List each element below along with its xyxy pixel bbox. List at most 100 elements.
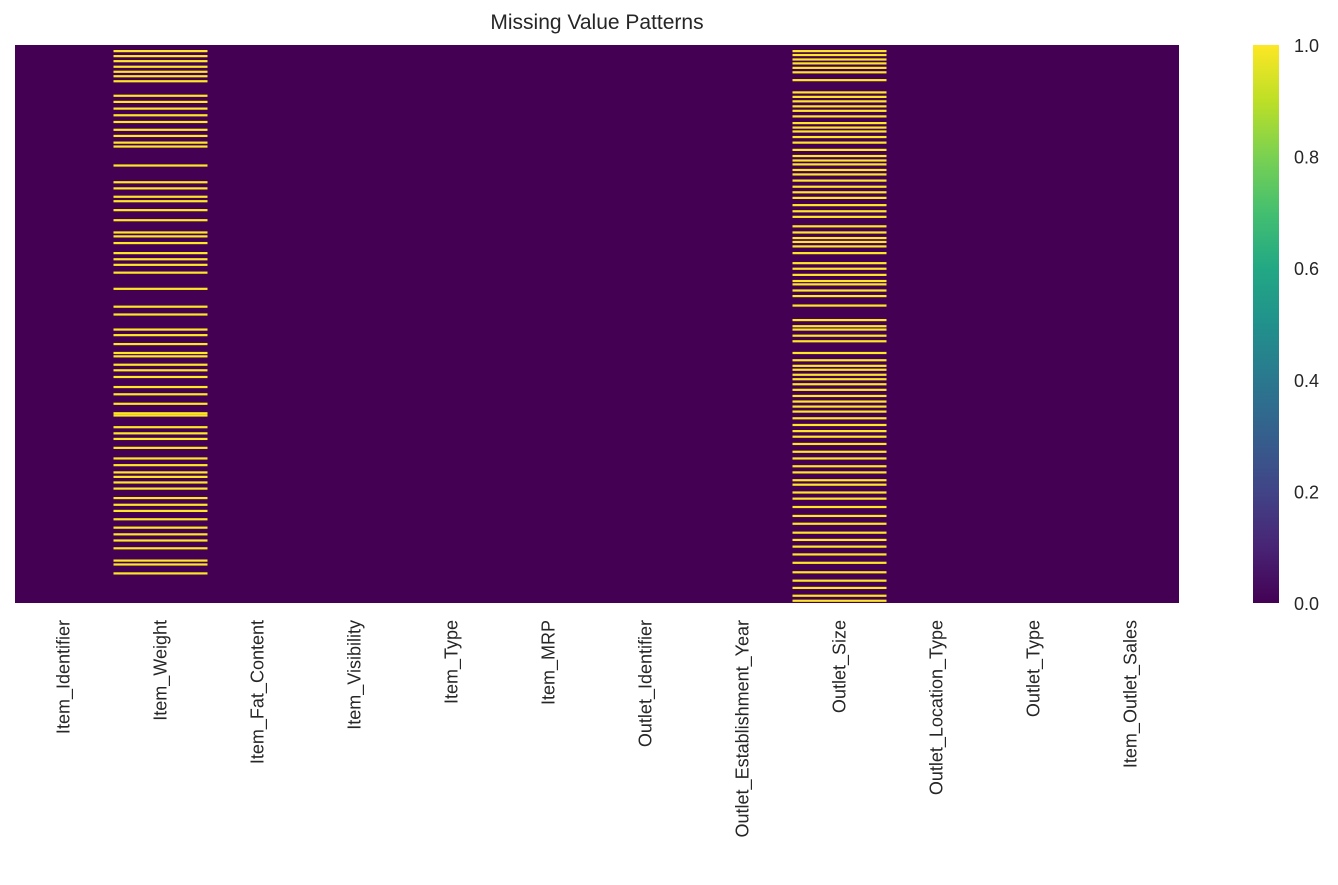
missing-value-cell [792, 514, 887, 518]
missing-value-cell [792, 289, 887, 292]
missing-value-cell [792, 294, 887, 298]
missing-value-cell [792, 148, 887, 151]
missing-value-cell [113, 313, 208, 316]
missing-value-cell [113, 120, 208, 124]
missing-value-cell [792, 417, 887, 420]
missing-value-cell [792, 196, 887, 199]
missing-value-cell [113, 446, 208, 449]
missing-value-cell [792, 154, 887, 158]
missing-value-cell [792, 378, 887, 381]
missing-value-cell [792, 122, 887, 125]
missing-value-cell [792, 304, 887, 307]
missing-value-cell [113, 195, 208, 198]
missing-value-cell [113, 509, 208, 513]
missing-value-cell [792, 163, 887, 166]
missing-value-cell [792, 491, 887, 494]
missing-value-cell [792, 262, 887, 265]
colorbar-tick-label: 0.0 [1294, 594, 1319, 614]
missing-value-cell [792, 505, 887, 509]
heatmap-column-outlet-size [792, 50, 887, 602]
missing-value-cell [113, 437, 208, 441]
missing-value-cell [113, 287, 208, 290]
missing-value-cell [792, 71, 887, 74]
missing-value-cell [792, 240, 887, 244]
missing-value-cell [792, 283, 887, 286]
missing-value-cell [113, 518, 208, 521]
missing-value-cell [792, 245, 887, 248]
missing-value-cell [792, 423, 887, 427]
missing-value-cell [792, 236, 887, 240]
missing-value-cell [792, 334, 887, 337]
missing-value-cell [792, 522, 887, 525]
chart-title: Missing Value Patterns [490, 11, 704, 34]
missing-value-cell [792, 531, 887, 534]
missing-value-cell [113, 432, 208, 435]
missing-value-cell [113, 375, 208, 379]
heatmap-background [15, 45, 1179, 603]
missing-value-cell [792, 225, 887, 228]
missing-value-cell [113, 351, 208, 355]
heatmap-column-item-weight [113, 50, 208, 575]
missing-value-cell [792, 105, 887, 108]
missing-value-cell [113, 464, 208, 467]
missing-value-cell [113, 539, 208, 542]
missing-value-cell [792, 159, 887, 162]
missing-value-cell [792, 79, 887, 82]
x-tick-label: Item_MRP [539, 620, 560, 705]
x-tick-label: Item_Visibility [345, 620, 366, 730]
missing-value-cell [792, 340, 887, 343]
missing-value-cell [113, 100, 208, 103]
missing-value-cell [792, 185, 887, 188]
missing-value-cell [792, 435, 887, 438]
missing-value-cell [113, 526, 208, 529]
heatmap-plot-area [15, 45, 1179, 603]
missing-value-cell [792, 388, 887, 391]
missing-value-cell [113, 342, 208, 346]
missing-value-cell [792, 53, 887, 57]
missing-value-cell [113, 334, 208, 337]
missing-value-cell [792, 267, 887, 270]
missing-value-cell [792, 168, 887, 172]
missing-value-cell [792, 204, 887, 207]
colorbar: 0.0 0.2 0.4 0.6 0.8 1.0 [1253, 36, 1319, 614]
x-tick-label: Item_Weight [151, 620, 172, 721]
missing-value-cell [113, 200, 208, 203]
missing-value-cell [113, 145, 208, 148]
missing-value-cell [113, 402, 208, 405]
missing-value-cell [113, 328, 208, 331]
missing-value-cell [113, 209, 208, 212]
missing-value-cell [113, 75, 208, 78]
missing-value-cell [792, 279, 887, 283]
missing-value-cell [113, 94, 208, 97]
missing-value-cell [792, 545, 887, 548]
missing-value-cell [792, 231, 887, 234]
missing-value-cell [113, 65, 208, 68]
missing-value-cell [792, 191, 887, 194]
missing-value-cell [113, 563, 208, 566]
missing-value-cell [792, 135, 887, 139]
colorbar-tick-label: 0.8 [1294, 148, 1319, 168]
missing-value-cell [113, 134, 208, 138]
missing-value-cell [792, 599, 887, 602]
missing-value-cell [113, 258, 208, 261]
missing-value-cell [113, 128, 208, 131]
missing-value-cell [113, 471, 208, 474]
missing-value-cell [113, 572, 208, 575]
missing-value-cell [113, 60, 208, 63]
missing-value-cell [113, 547, 208, 550]
missing-value-cell [113, 231, 208, 234]
missing-value-cell [792, 561, 887, 564]
x-tick-label: Outlet_Location_Type [927, 620, 948, 795]
missing-value-cell [792, 586, 887, 590]
missing-value-cell [792, 273, 887, 276]
missing-value-cell [792, 430, 887, 433]
missing-value-cell [792, 115, 887, 118]
missing-value-cell [792, 594, 887, 597]
missing-value-cell [792, 109, 887, 112]
missing-value-cell [792, 62, 887, 65]
missing-value-cell [792, 457, 887, 460]
missing-value-cell [113, 457, 208, 460]
missing-value-cell [792, 328, 887, 331]
missing-value-cell [113, 385, 208, 389]
